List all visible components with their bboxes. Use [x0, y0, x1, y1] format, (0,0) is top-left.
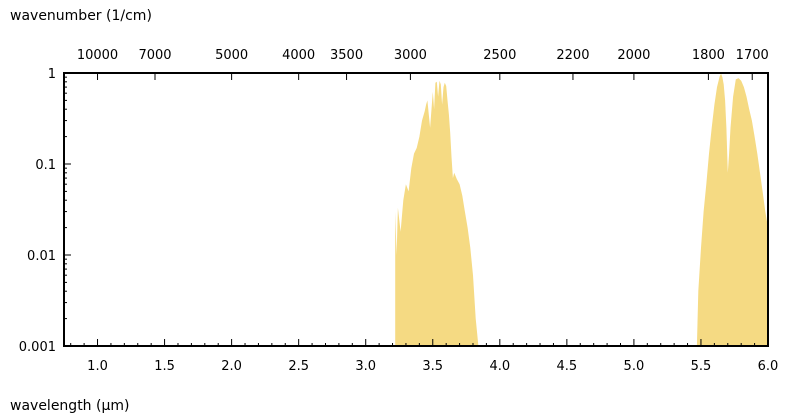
- top-tick-label: 2500: [483, 48, 516, 63]
- left-tick-label: 1: [48, 67, 56, 82]
- bottom-tick-label: 5.5: [691, 359, 712, 374]
- bottom-tick-label: 1.5: [154, 359, 175, 374]
- plot-frame: [63, 72, 769, 347]
- top-tick-label: 1800: [692, 48, 725, 63]
- left-tick-label: 0.001: [19, 340, 56, 355]
- top-tick-label: 7000: [138, 48, 171, 63]
- bottom-tick-label: 2.0: [221, 359, 242, 374]
- bottom-tick-label: 3.0: [355, 359, 376, 374]
- absorption-band-1: [395, 80, 479, 347]
- left-tick-label: 0.01: [27, 249, 56, 264]
- bottom-tick-label: 6.0: [758, 359, 779, 374]
- top-tick-label: 2200: [556, 48, 589, 63]
- bottom-axis-title: wavelength (µm): [10, 398, 129, 414]
- top-tick-label: 3500: [330, 48, 363, 63]
- top-axis-title: wavenumber (1/cm): [10, 8, 152, 24]
- left-tick-label: 0.1: [35, 158, 56, 173]
- tick-layer: 1.0 1.5 2.0 2.5 3.0 3.5 4.0 4.5 5.0 5.5 6.0 10000 70…: [19, 48, 779, 374]
- bottom-tick-label: 4.5: [557, 359, 578, 374]
- bottom-tick-label: 3.5: [422, 359, 443, 374]
- top-tick-label: 1700: [736, 48, 769, 63]
- bottom-tick-label: 2.5: [288, 359, 309, 374]
- absorption-band-2: [696, 73, 768, 347]
- area-layer: [395, 73, 768, 347]
- bottom-tick-label: 1.0: [87, 359, 108, 374]
- top-tick-label: 4000: [282, 48, 315, 63]
- top-tick-label: 2000: [617, 48, 650, 63]
- bottom-tick-label: 5.0: [624, 359, 645, 374]
- top-tick-label: 3000: [394, 48, 427, 63]
- top-tick-label: 5000: [215, 48, 248, 63]
- bottom-tick-label: 4.0: [489, 359, 510, 374]
- top-tick-label: 10000: [77, 48, 118, 63]
